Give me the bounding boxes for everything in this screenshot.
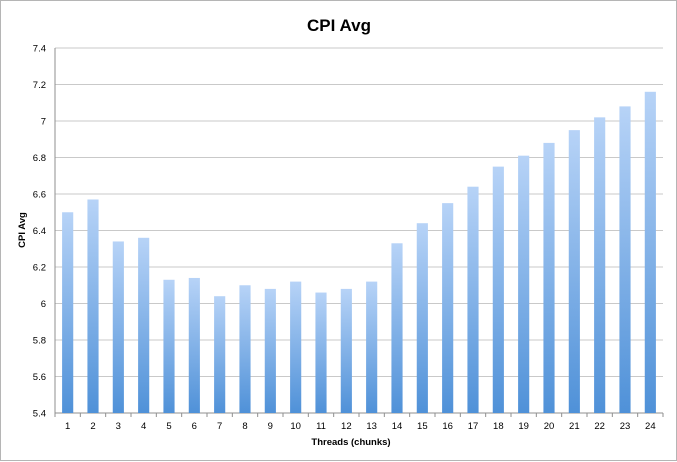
x-tick-label: 16 <box>442 421 453 432</box>
bar-21 <box>568 130 580 413</box>
x-tick-label: 19 <box>518 421 529 432</box>
bar-20 <box>543 142 555 413</box>
bar-16 <box>442 203 454 413</box>
chart-title: CPI Avg <box>307 16 371 35</box>
bar-2 <box>87 199 99 413</box>
x-tick-label: 22 <box>594 421 605 432</box>
x-tick-label: 2 <box>90 421 95 432</box>
bar-14 <box>391 243 403 413</box>
x-tick-label: 6 <box>192 421 197 432</box>
x-tick-label: 3 <box>116 421 121 432</box>
x-tick-label: 17 <box>468 421 479 432</box>
x-tick-label: 13 <box>366 421 377 432</box>
x-axis-label: Threads (chunks) <box>311 437 390 448</box>
bar-15 <box>416 223 428 413</box>
bars <box>62 91 656 414</box>
y-tick-label: 6 <box>41 299 46 310</box>
bar-3 <box>112 241 124 413</box>
bar-22 <box>594 117 606 413</box>
y-tick-label: 5.8 <box>33 336 46 347</box>
bar-24 <box>644 91 656 414</box>
x-tick-label: 9 <box>268 421 273 432</box>
bar-5 <box>163 279 175 413</box>
x-axis-ticks: 1 2 3 4 5 6 7 8 9 10 11 12 13 14 15 16 17 18 19 20 21 22 23 24 <box>54 413 664 432</box>
x-tick-label: 8 <box>242 421 247 432</box>
x-tick-label: 12 <box>341 421 352 432</box>
x-tick-label: 24 <box>645 421 656 432</box>
x-tick-label: 10 <box>290 421 301 432</box>
bar-8 <box>239 285 251 413</box>
bar-17 <box>467 186 479 413</box>
x-tick-label: 21 <box>569 421 580 432</box>
y-tick-label: 5.6 <box>33 372 46 383</box>
y-tick-label: 6.8 <box>33 153 46 164</box>
bar-11 <box>315 292 327 413</box>
x-tick-label: 23 <box>620 421 631 432</box>
y-tick-label: 6.2 <box>33 263 46 274</box>
x-tick-label: 4 <box>141 421 146 432</box>
x-tick-label: 20 <box>544 421 555 432</box>
x-tick-label: 5 <box>166 421 171 432</box>
y-tick-label: 5.4 <box>33 409 46 420</box>
bar-9 <box>264 288 276 413</box>
bar-23 <box>619 106 631 414</box>
x-tick-label: 18 <box>493 421 504 432</box>
x-tick-label: 14 <box>392 421 403 432</box>
x-tick-label: 1 <box>65 421 70 432</box>
y-tick-label: 6.6 <box>33 190 46 201</box>
x-tick-label: 11 <box>316 421 326 432</box>
y-tick-label: 7.4 <box>33 44 46 55</box>
bar-13 <box>366 281 378 413</box>
bar-12 <box>340 288 352 413</box>
bar-19 <box>518 155 530 414</box>
bar-1 <box>62 212 74 413</box>
y-tick-label: 7 <box>41 117 46 128</box>
gridlines <box>54 47 663 414</box>
bar-18 <box>492 166 504 413</box>
y-axis-ticks: 5.4 5.6 5.8 6 6.2 6.4 6.6 6.8 7 7.2 7.4 <box>33 44 46 420</box>
bar-6 <box>188 277 200 413</box>
bar-4 <box>138 237 150 413</box>
y-tick-label: 7.2 <box>33 80 46 91</box>
y-axis-label: CPI Avg <box>17 212 28 248</box>
x-tick-label: 15 <box>417 421 428 432</box>
y-tick-label: 6.4 <box>33 226 46 237</box>
bar-7 <box>214 296 226 413</box>
x-tick-label: 7 <box>217 421 222 432</box>
bar-10 <box>290 281 302 413</box>
